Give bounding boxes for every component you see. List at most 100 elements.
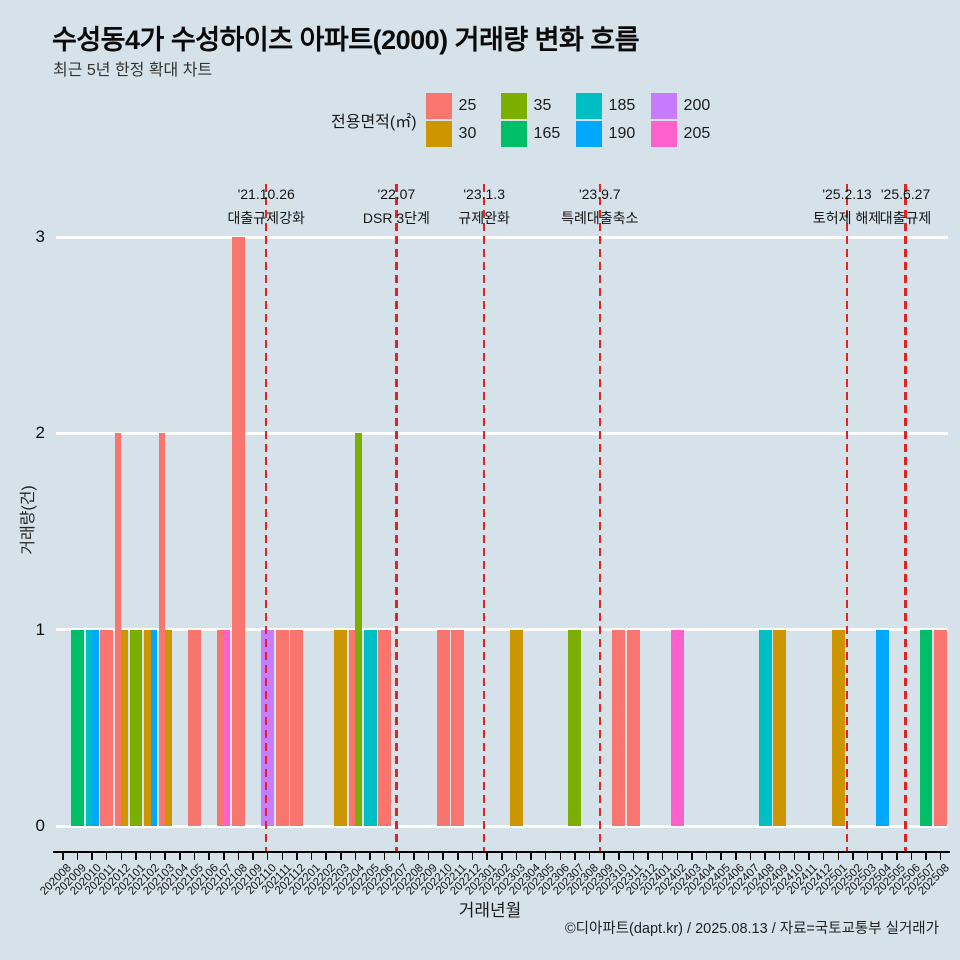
footer-credit: ©디아파트(dapt.kr) / 2025.08.13 / 자료=국토교통부 실… [564,921,939,937]
legend-label-205: 205 [683,124,711,142]
x-tick-202311 [632,853,635,860]
x-tick-202405 [720,853,722,860]
event-date-4: '25.2.13 [822,186,872,202]
x-tick-202303 [515,853,518,860]
legend-item-25: 25 [425,92,489,119]
y-gridline-3 [55,235,948,239]
x-tick-202208 [413,853,415,860]
legend-item-190: 190 [575,120,639,147]
x-tick-202201 [310,853,313,860]
x-tick-202207 [398,853,401,860]
event-date-0: '21.10.26 [237,186,295,202]
bar-202102-190 [150,629,158,826]
x-tick-202011 [105,853,108,860]
x-tick-202107 [223,853,225,860]
bar-202110-200 [261,629,275,826]
event-label-4: 토허제 해제 [812,210,882,226]
legend-label-25: 25 [458,96,477,114]
y-axis-title: 거래량(건) [20,485,37,555]
x-tick-202506 [910,853,913,860]
x-tick-202111 [281,853,284,860]
bar-202101-35 [129,629,143,826]
x-tick-202401 [661,853,664,860]
bar-202211-25 [451,629,465,826]
y-tick-label-2: 2 [35,423,45,443]
y-tick-label-1: 1 [35,619,45,639]
x-tick-202312 [647,853,649,860]
x-tick-202305 [544,853,547,860]
legend-swatch-30 [425,120,452,147]
x-tick-202009 [76,853,79,860]
x-tick-202408 [764,853,766,860]
x-tick-202403 [691,853,693,860]
x-tick-202211 [457,853,459,860]
bar-202103-30 [165,629,172,826]
x-tick-202502 [852,853,854,860]
legend-item-200: 200 [650,92,714,119]
bar-202108-25 [231,237,245,826]
legend-swatch-190 [575,120,602,147]
x-tick-202308 [588,853,591,860]
bar-202010-190 [92,629,99,826]
x-tick-202402 [676,853,679,860]
event-line-1 [395,184,398,851]
event-line-0 [264,184,268,851]
y-tick-label-3: 3 [35,227,45,246]
legend-label-190: 190 [608,124,636,142]
bar-202508-25 [934,629,948,826]
bar-202111-25 [275,629,289,826]
x-tick-202108 [237,853,240,860]
x-tick-202112 [296,853,298,860]
y-gridline-1 [55,628,948,632]
legend-label-185: 185 [608,96,636,114]
x-tick-202206 [383,853,386,860]
bar-202112-25 [290,629,304,826]
y-gridline-0 [55,824,948,828]
bar-202107-25 [217,629,224,826]
legend-item-30: 30 [425,120,489,147]
x-tick-202507 [925,853,927,860]
bar-202210-25 [436,629,450,826]
x-tick-202010 [91,853,93,860]
x-tick-202508 [939,853,942,860]
event-date-5: '25.6.27 [880,186,931,202]
event-date-3: '23.9.7 [578,186,621,202]
legend-swatch-25 [425,92,452,119]
x-tick-202306 [559,853,562,860]
x-tick-202310 [618,853,620,860]
x-tick-202008 [62,853,64,860]
bar-202303-30 [509,629,523,826]
legend-label-30: 30 [458,124,477,142]
x-tick-202412 [822,853,825,860]
bar-202206-25 [378,629,392,826]
bar-202307-35 [568,629,582,826]
x-tick-202210 [442,853,444,860]
x-tick-202104 [179,853,181,860]
x-tick-202404 [705,853,708,860]
legend-label-200: 200 [683,96,711,114]
x-tick-202302 [501,853,503,860]
x-tick-202110 [266,853,269,860]
x-tick-202012 [120,853,123,860]
x-tick-202105 [193,853,196,860]
legend-swatch-200 [650,92,677,119]
x-tick-202209 [427,853,430,860]
bar-202204-25 [349,629,356,826]
x-tick-202410 [793,853,796,860]
bar-202010-185 [85,629,93,826]
x-tick-202504 [881,853,883,860]
x-tick-202301 [486,853,488,860]
legend-grid: 25 30 35 165 185 190 200 205 [425,92,714,147]
bar-202310-25 [612,629,626,826]
event-label-5: 대출규제 [879,210,932,226]
event-line-4 [845,184,849,851]
y-gridline-2 [55,431,948,435]
x-axis-line [53,851,950,853]
legend-label-35: 35 [533,96,552,114]
bar-202204-35 [355,433,362,826]
chart-subtitle: 최근 5년 한정 확대 차트 [53,62,213,79]
event-line-2 [482,184,486,851]
legend-swatch-35 [500,92,527,119]
bar-202507-165 [919,629,933,826]
